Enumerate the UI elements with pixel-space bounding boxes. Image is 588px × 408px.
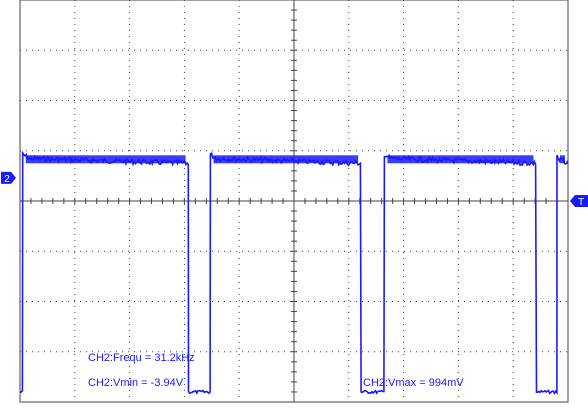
ch2-high-level-band <box>213 155 359 164</box>
markers: 2T <box>1 171 588 208</box>
ch2-trace <box>19 150 569 395</box>
ch2-high-level-band <box>25 155 186 164</box>
measurement-ch2-vmax: CH2:Vmax = 994mV <box>363 377 464 389</box>
trigger-level-marker-label: T <box>578 197 584 208</box>
ch2-level-marker[interactable]: 2 <box>1 171 16 185</box>
ch2-level-marker-label: 2 <box>4 174 10 185</box>
trigger-level-marker[interactable]: T <box>570 195 588 208</box>
trigger-level-marker-shape <box>570 195 588 207</box>
ch2-high-level-band <box>387 155 534 164</box>
measurement-ch2-vmin: CH2:Vmin = -3.94V <box>88 377 184 389</box>
ch2-high-level-band <box>560 155 565 164</box>
measurement-ch2-frequency: CH2:Frequ = 31.2kHz <box>88 352 195 364</box>
ch2-level-marker-shape <box>1 171 16 184</box>
graticule <box>19 0 569 403</box>
